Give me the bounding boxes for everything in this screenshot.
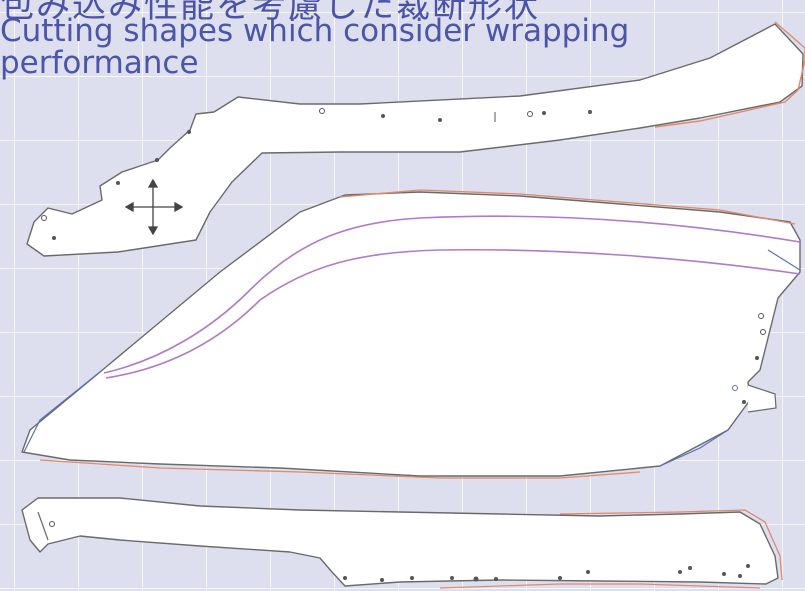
bottom-pattern-piece: [21, 497, 783, 589]
subtitle-line-2: performance: [0, 45, 199, 81]
subtitle-line-1: Cutting shapes which consider wrapping: [0, 13, 630, 49]
move-arrows-icon: [124, 178, 184, 236]
top-pattern-piece: [26, 21, 805, 257]
japanese-title: 包み込み性能を考慮した裁断形状: [0, 0, 540, 26]
middle-pattern-piece: [21, 189, 801, 479]
